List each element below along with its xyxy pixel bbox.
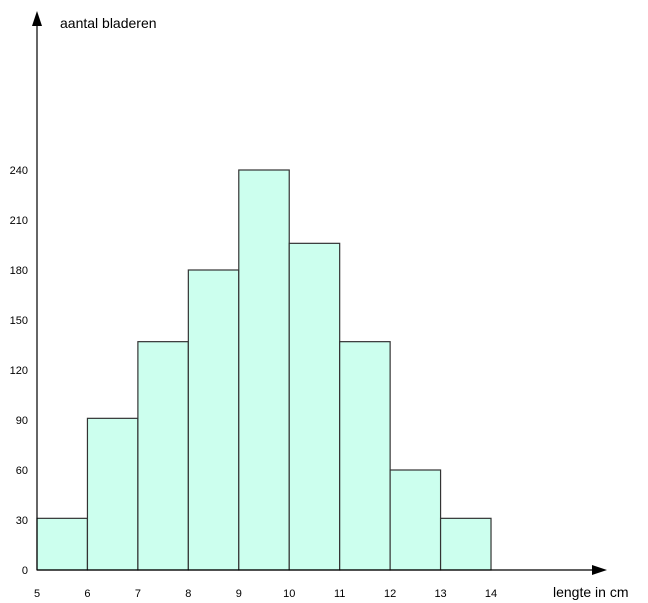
y-tick-label: 150 [10,315,28,327]
x-tick-label: 9 [236,588,242,600]
histogram-bar [86,417,139,571]
y-tick-label: 90 [16,415,28,427]
x-tick-label: 10 [283,588,295,600]
x-axis-arrow-icon [592,565,607,575]
x-tick-label: 11 [334,588,345,600]
histogram-bar [339,341,391,571]
x-tick-label: 5 [34,588,40,600]
y-tick-label: 60 [16,465,28,477]
y-axis-arrow-icon [32,11,42,26]
bars-group [36,169,492,571]
y-tick-label: 0 [22,565,28,577]
histogram-bar [36,517,89,571]
axes-group [32,11,607,575]
x-tick-label: 14 [485,588,497,600]
histogram-bar [439,517,492,571]
histogram-bar [288,242,341,571]
x-tick-label: 6 [84,588,90,600]
histogram-bar [238,169,290,571]
y-tick-label: 120 [10,365,28,377]
x-tick-label: 12 [384,588,396,600]
y-tick-label: 30 [16,515,28,527]
y-tick-label: 180 [10,265,28,277]
y-tick-label: 210 [10,215,28,227]
x-tick-label: 13 [434,588,446,600]
tick-labels-group: 5 6 7 8 9 10 11 12 13 14 0 30 60 90 120 150 180 210 240 [10,165,498,600]
y-tick-label: 240 [10,165,28,177]
histogram-bar [137,341,189,571]
histogram-bar [389,469,442,571]
y-axis-title: aantal bladeren [60,15,157,31]
x-tick-label: 7 [135,588,141,600]
histogram-bar [187,269,240,571]
x-axis-title: lengte in cm [553,584,628,600]
x-tick-label: 8 [185,588,191,600]
